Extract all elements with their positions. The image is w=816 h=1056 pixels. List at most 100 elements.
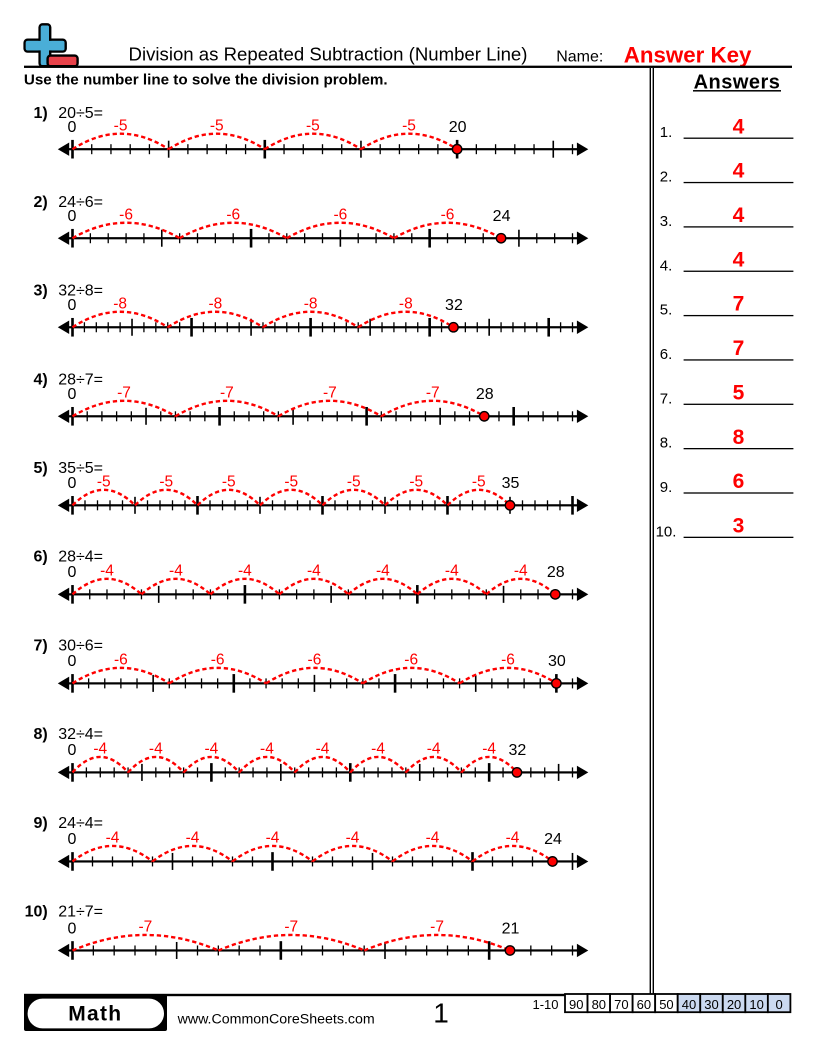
svg-text:-6: -6 <box>119 206 133 223</box>
svg-text:-4: -4 <box>307 563 321 580</box>
svg-text:0: 0 <box>68 119 77 136</box>
svg-text:6: 6 <box>733 470 745 493</box>
svg-text:32÷8=: 32÷8= <box>58 283 103 300</box>
svg-text:Answer Key: Answer Key <box>624 42 752 67</box>
svg-text:-6: -6 <box>441 206 455 223</box>
svg-text:4): 4) <box>33 371 47 388</box>
svg-text:0: 0 <box>68 475 77 492</box>
svg-text:32: 32 <box>445 297 463 314</box>
svg-text:-8: -8 <box>304 295 318 312</box>
svg-text:24: 24 <box>544 831 562 848</box>
svg-text:-6: -6 <box>404 652 418 669</box>
svg-text:2): 2) <box>33 194 47 211</box>
svg-text:0: 0 <box>68 653 77 670</box>
svg-text:28÷4=: 28÷4= <box>58 549 103 566</box>
svg-text:-5: -5 <box>284 474 298 491</box>
svg-text:24÷4=: 24÷4= <box>58 815 103 832</box>
svg-text:-4: -4 <box>266 830 280 847</box>
svg-text:0: 0 <box>68 386 77 403</box>
svg-text:28: 28 <box>476 386 494 403</box>
svg-text:21: 21 <box>502 920 520 937</box>
svg-text:7): 7) <box>33 637 47 654</box>
svg-text:-5: -5 <box>472 474 486 491</box>
svg-text:40: 40 <box>682 997 696 1012</box>
svg-text:90: 90 <box>569 997 583 1012</box>
svg-text:-7: -7 <box>430 919 444 936</box>
svg-text:-5: -5 <box>97 474 111 491</box>
svg-text:-7: -7 <box>117 384 131 401</box>
svg-text:-5: -5 <box>159 474 173 491</box>
svg-text:0: 0 <box>68 564 77 581</box>
svg-text:www.CommonCoreSheets.com: www.CommonCoreSheets.com <box>177 1012 375 1028</box>
svg-text:Use the number line to solve t: Use the number line to solve the divisio… <box>24 72 388 89</box>
svg-text:-5: -5 <box>114 117 128 134</box>
svg-text:35÷5=: 35÷5= <box>58 460 103 477</box>
svg-text:30÷6=: 30÷6= <box>58 637 103 654</box>
svg-text:-4: -4 <box>186 830 200 847</box>
svg-text:5): 5) <box>33 460 47 477</box>
svg-text:-5: -5 <box>210 117 224 134</box>
svg-text:-5: -5 <box>306 117 320 134</box>
svg-text:Math: Math <box>68 1002 122 1025</box>
svg-text:50: 50 <box>659 997 673 1012</box>
svg-text:-4: -4 <box>371 741 385 758</box>
svg-text:9.: 9. <box>660 479 673 496</box>
svg-text:9): 9) <box>33 815 47 832</box>
svg-text:-4: -4 <box>346 830 360 847</box>
svg-text:-6: -6 <box>333 206 347 223</box>
svg-text:24÷6=: 24÷6= <box>58 194 103 211</box>
svg-text:-4: -4 <box>93 741 107 758</box>
svg-text:-7: -7 <box>220 384 234 401</box>
svg-text:0: 0 <box>68 831 77 848</box>
svg-text:-4: -4 <box>106 830 120 847</box>
svg-text:20: 20 <box>449 119 467 136</box>
svg-text:-5: -5 <box>222 474 236 491</box>
svg-text:-4: -4 <box>482 741 496 758</box>
svg-text:-4: -4 <box>316 741 330 758</box>
svg-text:Answers: Answers <box>694 71 781 93</box>
svg-text:0: 0 <box>68 208 77 225</box>
svg-text:-8: -8 <box>399 295 413 312</box>
svg-text:-4: -4 <box>445 563 459 580</box>
svg-text:20: 20 <box>727 997 741 1012</box>
svg-text:4: 4 <box>733 115 745 138</box>
svg-text:6.: 6. <box>660 346 673 363</box>
svg-text:10): 10) <box>25 904 48 921</box>
svg-text:80: 80 <box>592 997 606 1012</box>
svg-text:10: 10 <box>749 997 763 1012</box>
svg-text:-6: -6 <box>226 206 240 223</box>
svg-text:-4: -4 <box>426 830 440 847</box>
svg-text:4.: 4. <box>660 257 673 274</box>
svg-text:1: 1 <box>433 997 449 1028</box>
svg-text:3.: 3. <box>660 213 673 230</box>
svg-text:-4: -4 <box>376 563 390 580</box>
svg-text:-7: -7 <box>426 384 440 401</box>
svg-text:-5: -5 <box>402 117 416 134</box>
svg-text:30: 30 <box>548 653 566 670</box>
svg-text:-4: -4 <box>427 741 441 758</box>
svg-text:0: 0 <box>776 997 783 1012</box>
svg-text:7: 7 <box>733 293 745 316</box>
svg-text:-8: -8 <box>113 295 127 312</box>
svg-text:28: 28 <box>547 564 565 581</box>
svg-text:6): 6) <box>33 549 47 566</box>
svg-text:8: 8 <box>733 426 745 449</box>
svg-text:Name:: Name: <box>556 49 603 66</box>
svg-text:-6: -6 <box>308 652 322 669</box>
svg-text:4: 4 <box>733 248 745 271</box>
svg-text:2.: 2. <box>660 169 673 186</box>
svg-text:60: 60 <box>637 997 651 1012</box>
svg-text:-7: -7 <box>284 919 298 936</box>
svg-text:1-10: 1-10 <box>532 997 558 1012</box>
svg-text:0: 0 <box>68 297 77 314</box>
svg-text:28÷7=: 28÷7= <box>58 371 103 388</box>
svg-text:-5: -5 <box>347 474 361 491</box>
svg-text:1.: 1. <box>660 124 673 141</box>
svg-text:-8: -8 <box>208 295 222 312</box>
svg-text:-6: -6 <box>211 652 225 669</box>
svg-text:-6: -6 <box>501 652 515 669</box>
svg-text:8): 8) <box>33 726 47 743</box>
svg-text:35: 35 <box>502 475 520 492</box>
svg-text:-4: -4 <box>506 830 520 847</box>
svg-text:-7: -7 <box>139 919 153 936</box>
